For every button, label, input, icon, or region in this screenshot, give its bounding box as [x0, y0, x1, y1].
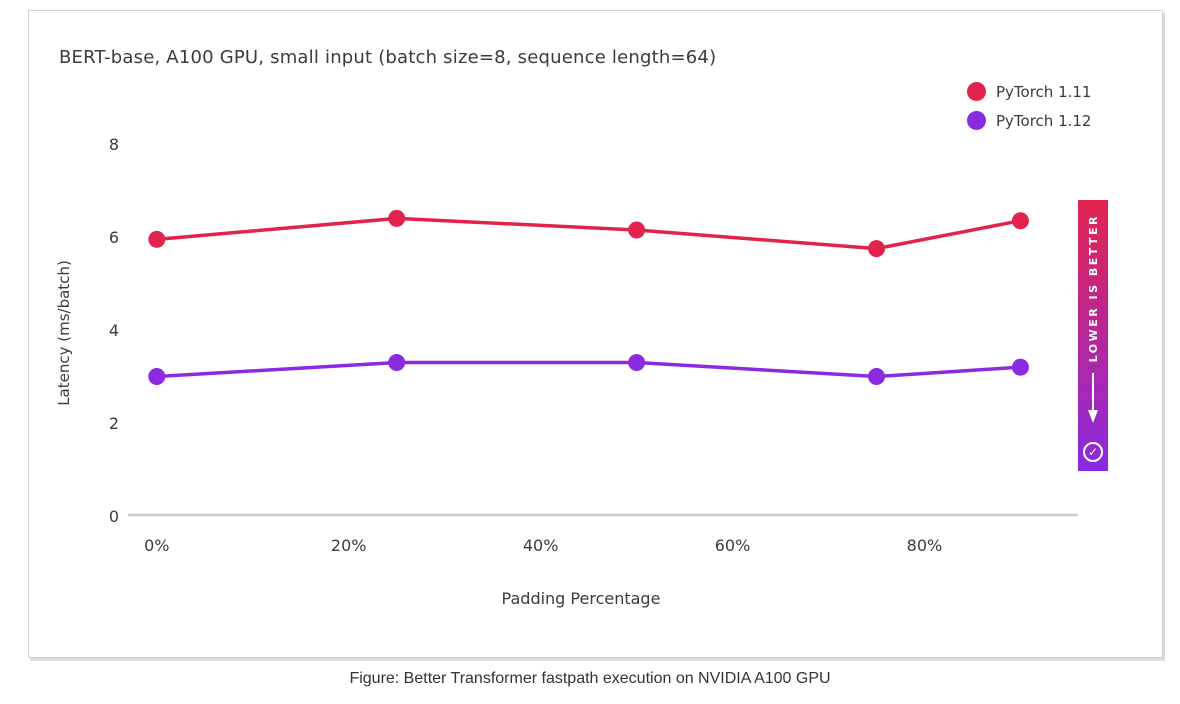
lower-is-better-badge: LOWER IS BETTER ✓ [1078, 200, 1108, 471]
chart-svg: 0% 20% 40% 60% 80% 0 2 4 6 8 [109, 135, 1078, 555]
series-1-point-0 [148, 368, 166, 385]
series-1-point-1 [388, 354, 406, 372]
y-tick-label: 2 [109, 414, 119, 433]
x-tick-label: 40% [523, 536, 559, 555]
series-line-1 [156, 360, 1021, 379]
circled-check-icon: ✓ [1083, 442, 1103, 462]
legend-dot-icon [967, 111, 986, 130]
legend-label: PyTorch 1.12 [996, 111, 1092, 130]
series-1-point-4 [1011, 358, 1029, 376]
x-tick-label: 80% [907, 536, 943, 555]
badge-text: LOWER IS BETTER [1086, 214, 1100, 363]
x-tick-label: 0% [144, 536, 169, 555]
series-0-point-1 [388, 209, 406, 227]
series-0-point-2 [628, 221, 646, 239]
y-tick-label: 8 [109, 135, 119, 154]
series-0-point-3 [867, 240, 885, 258]
x-axis-title: Padding Percentage [501, 589, 661, 608]
x-tick-label: 60% [715, 536, 751, 555]
y-tick-label: 4 [109, 321, 119, 340]
legend: PyTorch 1.11 PyTorch 1.12 [967, 77, 1147, 135]
legend-item-pytorch-1-11: PyTorch 1.11 [967, 77, 1147, 106]
legend-dot-icon [967, 82, 986, 101]
series-line-0 [156, 216, 1021, 251]
down-arrow-icon [1088, 373, 1098, 424]
series-1-point-2 [628, 354, 646, 372]
figure-caption: Figure: Better Transformer fastpath exec… [349, 670, 831, 687]
legend-label: PyTorch 1.11 [996, 82, 1092, 101]
y-tick-label: 0 [109, 507, 119, 526]
y-tick-label: 6 [109, 228, 119, 247]
figure-card: 0% 20% 40% 60% 80% 0 2 4 6 8 BERT-base, A100 GPU,… [28, 10, 1163, 658]
chart-title: BERT-base, A100 GPU, small input (batch … [59, 47, 717, 68]
legend-item-pytorch-1-12: PyTorch 1.12 [967, 106, 1147, 135]
series-0-point-4 [1011, 212, 1029, 230]
x-tick-label: 20% [331, 536, 367, 555]
series-0-point-0 [148, 230, 166, 248]
y-axis-title: Latency (ms/batch) [55, 260, 73, 406]
series-1-point-3 [867, 368, 885, 385]
